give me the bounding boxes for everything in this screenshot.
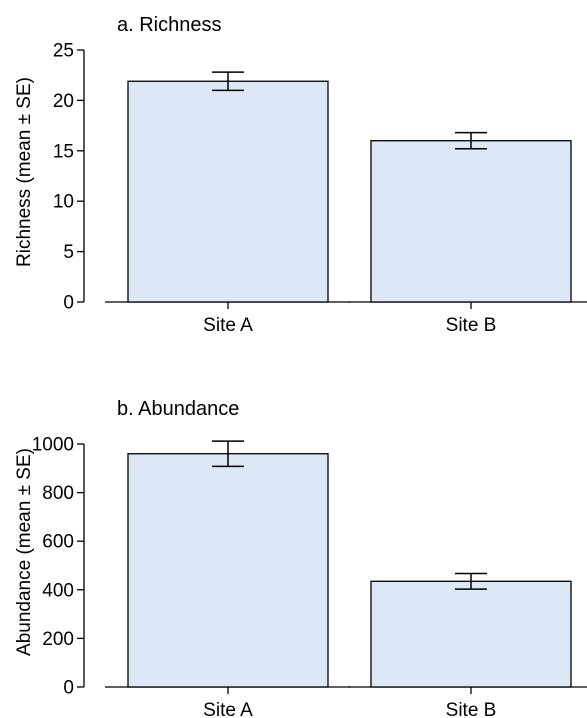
abundance-plot-area: 0 200 400 600 800 1000 Site A Site B xyxy=(32,435,587,718)
richness-plot-area: 0 5 10 15 20 25 Site A Site B xyxy=(53,41,587,336)
abundance-bar-site-b xyxy=(370,580,572,688)
richness-y-tick-label: 5 xyxy=(63,242,74,263)
richness-y-tick-label: 25 xyxy=(53,41,74,62)
richness-bar-site-b xyxy=(370,140,572,303)
richness-bar-site-a xyxy=(127,80,329,303)
richness-x-tick-label: Site B xyxy=(446,315,497,336)
richness-y-tick-label: 0 xyxy=(63,293,74,314)
abundance-y-tick-label: 600 xyxy=(42,532,74,553)
richness-y-tick-label: 15 xyxy=(53,141,74,162)
richness-y-tick-label: 20 xyxy=(53,91,74,112)
abundance-y-tick-label: 200 xyxy=(42,629,74,650)
richness-panel: a. Richness Richness (mean ± SE) 0 5 10 15 2… xyxy=(14,14,587,336)
richness-y-tick-label: 10 xyxy=(53,192,74,213)
abundance-bar-site-a xyxy=(127,453,329,688)
abundance-y-tick-label: 0 xyxy=(63,678,74,699)
richness-chart-title: a. Richness xyxy=(117,14,222,36)
abundance-x-tick-label: Site A xyxy=(203,700,253,718)
abundance-x-tick-label: Site B xyxy=(446,700,497,718)
abundance-y-tick-label: 800 xyxy=(42,483,74,504)
abundance-y-axis-label: Abundance (mean ± SE) xyxy=(14,448,35,656)
abundance-panel: b. Abundance Abundance (mean ± SE) 0 200 4… xyxy=(14,398,587,718)
richness-y-axis-label: Richness (mean ± SE) xyxy=(14,77,35,267)
abundance-chart-title: b. Abundance xyxy=(117,398,239,420)
abundance-y-tick-label: 1000 xyxy=(32,435,74,456)
richness-x-tick-label: Site A xyxy=(203,315,253,336)
abundance-y-tick-label: 400 xyxy=(42,580,74,601)
